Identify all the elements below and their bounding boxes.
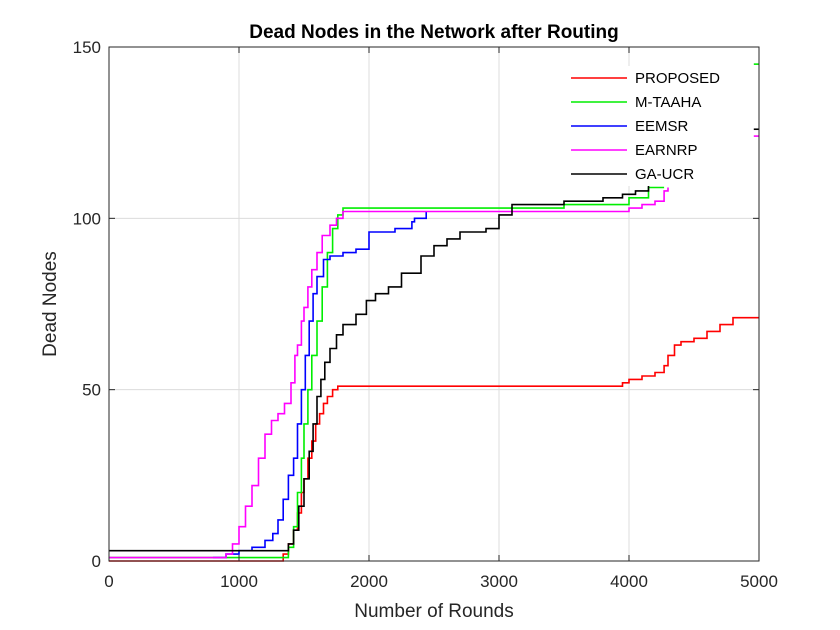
legend-label-earnrp: EARNRP xyxy=(635,142,698,159)
series-layer xyxy=(109,63,759,562)
series-line-eemsr xyxy=(213,211,427,559)
legend-label-m-taaha: M-TAAHA xyxy=(635,94,701,111)
y-tick-label: 0 xyxy=(92,552,101,571)
legend-label-ga-ucr: GA-UCR xyxy=(635,166,694,183)
chart-title: Dead Nodes in the Network after Routing xyxy=(249,22,618,43)
series-line-ga-ucr xyxy=(109,183,665,552)
x-tick-label: 3000 xyxy=(480,572,518,591)
y-tick-label: 150 xyxy=(73,38,101,57)
legend: PROPOSED M-TAAHA EEMSR EARNRP GA-UCR xyxy=(563,66,720,186)
legend-label-proposed: PROPOSED xyxy=(635,70,720,87)
x-tick-label: 0 xyxy=(104,572,113,591)
legend-label-eemsr: EEMSR xyxy=(635,118,689,135)
y-tick-label: 100 xyxy=(73,209,101,228)
y-axis-label: Dead Nodes xyxy=(40,251,61,357)
y-axis-ticks: 0 50 100 150 xyxy=(73,38,759,571)
y-tick-label: 50 xyxy=(82,381,101,400)
x-tick-label: 4000 xyxy=(610,572,648,591)
x-tick-label: 2000 xyxy=(350,572,388,591)
plot-frame xyxy=(108,46,760,562)
series-line-earnrp xyxy=(109,187,669,559)
x-axis-ticks: 0 1000 2000 3000 4000 5000 xyxy=(104,47,778,591)
series-line-proposed xyxy=(109,316,759,562)
series-line-m-taaha xyxy=(109,186,665,559)
x-tick-label: 1000 xyxy=(220,572,258,591)
x-axis-label: Number of Rounds xyxy=(354,601,513,622)
x-tick-label: 5000 xyxy=(740,572,778,591)
